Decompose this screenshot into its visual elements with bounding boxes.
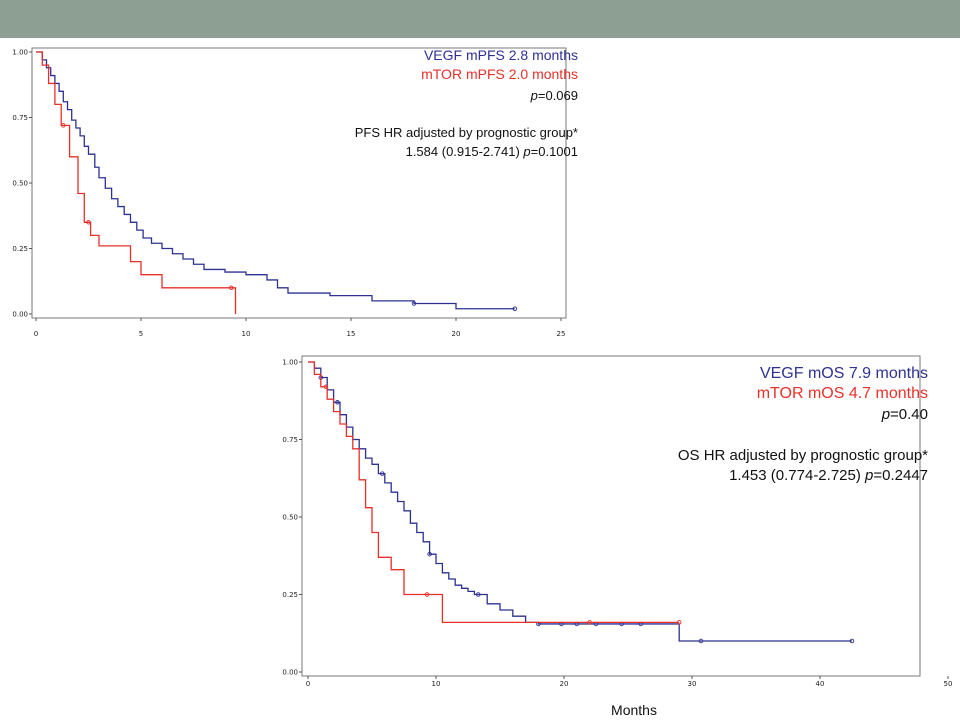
os-x-tick-label: 20 [560, 680, 569, 688]
os-censor-mark-vegf [335, 400, 340, 405]
os-censor-mark-vegf [849, 638, 855, 644]
os-annotation-1: VEGF mOS 7.9 months [760, 365, 928, 382]
pfs-chart: 0.00 0.25 0.50 0.75 1.00 0 5 10 15 20 25 VEGF mPFS … [12, 47, 578, 338]
os-censor-mark-vegf [379, 471, 385, 476]
os-annotation-4: OS HR adjusted by prognostic group* [678, 447, 928, 464]
os-censor-mark-mtor [424, 592, 430, 597]
pfs-x-tick-label: 0 [34, 330, 38, 338]
pfs-censor-mark-vegf [512, 306, 518, 312]
pfs-y-tick-label: 1.00 [12, 49, 28, 57]
os-y-tick-label: 0.75 [282, 436, 298, 444]
os-annotation-3: p=0.40 [881, 406, 928, 423]
pfs-annotation-3: p=0.069 [530, 88, 578, 103]
pfs-y-tick-label: 0.25 [12, 245, 28, 253]
os-plot-frame [301, 355, 921, 677]
os-censor-mark-mtor [676, 620, 682, 625]
pfs-x-tick-label: 25 [557, 330, 566, 338]
pfs-y-tick-label: 0.75 [12, 114, 28, 122]
pfs-censor-mark-mtor [86, 220, 91, 225]
os-chart-panel: 0.00 0.25 0.50 0.75 1.00 0 10 20 30 40 50 Months VEG… [262, 350, 960, 720]
pfs-x-tick-label: 15 [347, 330, 356, 338]
os-censor-mark-mtor [587, 620, 592, 625]
os-censor-mark-mtor [323, 384, 329, 390]
pfs-annotation-2: mTOR mPFS 2.0 months [421, 66, 578, 82]
os-y-tick-label: 0.50 [282, 514, 298, 522]
pfs-curve-mtor [36, 51, 237, 314]
os-x-axis-label: Months [611, 702, 657, 718]
os-y-tick-label: 0.00 [282, 669, 298, 677]
pfs-curve-vegf [36, 51, 515, 310]
pfs-annotation-4: PFS HR adjusted by prognostic group* [355, 125, 578, 140]
os-x-tick-label: 30 [688, 680, 697, 688]
os-y-tick-label: 0.25 [282, 591, 298, 599]
pfs-censor-mark-vegf [411, 301, 417, 306]
pfs-annotation-1: VEGF mPFS 2.8 months [424, 47, 578, 63]
os-censor-mark-vegf [475, 592, 481, 597]
os-x-tick-label: 0 [306, 680, 310, 688]
pfs-plot-frame [31, 47, 567, 319]
os-curve-mtor [308, 361, 680, 624]
pfs-x-tick-label: 20 [452, 330, 461, 338]
pfs-x-tick-label: 10 [242, 330, 251, 338]
pfs-censor-mark-mtor [61, 123, 66, 128]
os-annotation-5: 1.453 (0.774-2.725) p=0.2447 [729, 467, 928, 484]
os-censor-mark-vegf [698, 638, 704, 644]
pfs-chart-panel: 0.00 0.25 0.50 0.75 1.00 0 5 10 15 20 25 VEGF mPFS … [0, 38, 606, 350]
os-chart: 0.00 0.25 0.50 0.75 1.00 0 10 20 30 40 50 Months VEG… [282, 355, 953, 718]
os-x-tick-label: 50 [944, 680, 953, 688]
pfs-x-tick-label: 5 [139, 330, 143, 338]
os-x-tick-label: 40 [816, 680, 825, 688]
title-band [0, 0, 960, 38]
pfs-y-tick-label: 0.00 [12, 311, 28, 319]
os-curve-vegf [308, 361, 852, 642]
pfs-y-tick-label: 0.50 [12, 180, 28, 188]
os-censor-mark-vegf [427, 551, 432, 557]
pfs-censor-mark-mtor [229, 285, 234, 291]
os-y-tick-label: 1.00 [282, 359, 298, 367]
os-x-tick-label: 10 [432, 680, 441, 688]
pfs-annotation-5: 1.584 (0.915-2.741) p=0.1001 [406, 144, 578, 159]
os-annotation-2: mTOR mOS 4.7 months [757, 385, 928, 402]
